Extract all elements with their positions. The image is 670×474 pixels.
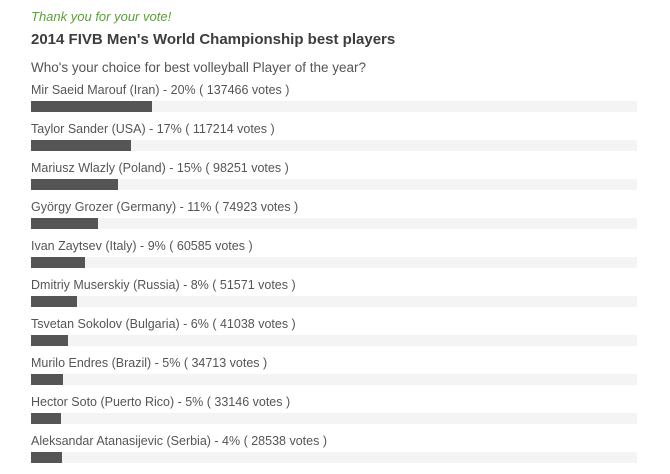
poll-option-label: György Grozer (Germany) - 11% ( 74923 vo… bbox=[31, 200, 299, 214]
poll-bar-track bbox=[31, 452, 637, 463]
poll-option-label: Tsvetan Sokolov (Bulgaria) - 6% ( 41038 … bbox=[31, 317, 296, 331]
poll-option-label: Hector Soto (Puerto Rico) - 5% ( 33146 v… bbox=[31, 395, 291, 409]
poll-result-row: Tsvetan Sokolov (Bulgaria) - 6% ( 41038 … bbox=[0, 316, 670, 355]
poll-result-row: Murilo Endres (Brazil) - 5% ( 34713 vote… bbox=[0, 355, 670, 394]
poll-option-label: Mariusz Wlazly (Poland) - 15% ( 98251 vo… bbox=[31, 161, 289, 175]
poll-bar-track bbox=[31, 296, 637, 307]
poll-option-label: Dmitriy Muserskiy (Russia) - 8% ( 51571 … bbox=[31, 278, 296, 292]
poll-result-row: Ivan Zaytsev (Italy) - 9% ( 60585 votes … bbox=[0, 238, 670, 277]
poll-question: Who's your choice for best volleyball Pl… bbox=[31, 60, 366, 75]
poll-bar-track bbox=[31, 218, 637, 229]
poll-option-label: Mir Saeid Marouf (Iran) - 20% ( 137466 v… bbox=[31, 83, 290, 97]
poll-bar-track bbox=[31, 374, 637, 385]
poll-bar-fill bbox=[31, 101, 153, 112]
poll-bar-track bbox=[31, 140, 637, 151]
poll-bar-track bbox=[31, 257, 637, 268]
poll-bar-fill bbox=[31, 335, 68, 346]
poll-option-label: Ivan Zaytsev (Italy) - 9% ( 60585 votes … bbox=[31, 239, 253, 253]
poll-result-row: Hector Soto (Puerto Rico) - 5% ( 33146 v… bbox=[0, 394, 670, 433]
poll-bar-track bbox=[31, 413, 637, 424]
poll-bar-fill bbox=[31, 452, 62, 463]
poll-bar-fill bbox=[31, 296, 78, 307]
poll-option-label: Aleksandar Atanasijevic (Serbia) - 4% ( … bbox=[31, 434, 327, 448]
poll-bar-fill bbox=[31, 257, 85, 268]
poll-option-label: Murilo Endres (Brazil) - 5% ( 34713 vote… bbox=[31, 356, 268, 370]
poll-result-row: Mariusz Wlazly (Poland) - 15% ( 98251 vo… bbox=[0, 160, 670, 199]
poll-bar-fill bbox=[31, 140, 131, 151]
poll-result-row: Mir Saeid Marouf (Iran) - 20% ( 137466 v… bbox=[0, 82, 670, 121]
thank-you-message: Thank you for your vote! bbox=[31, 9, 172, 24]
page-title: 2014 FIVB Men's World Championship best … bbox=[31, 31, 396, 48]
poll-bar-fill bbox=[31, 413, 62, 424]
poll-bar-fill bbox=[31, 218, 98, 229]
poll-bar-fill bbox=[31, 374, 63, 385]
poll-bar-track bbox=[31, 335, 637, 346]
poll-bar-fill bbox=[31, 179, 118, 190]
poll-result-row: Taylor Sander (USA) - 17% ( 117214 votes… bbox=[0, 121, 670, 160]
poll-result-row: György Grozer (Germany) - 11% ( 74923 vo… bbox=[0, 199, 670, 238]
poll-result-row: Aleksandar Atanasijevic (Serbia) - 4% ( … bbox=[0, 433, 670, 472]
poll-bar-track bbox=[31, 101, 637, 112]
poll-bar-track bbox=[31, 179, 637, 190]
poll-results-list: Mir Saeid Marouf (Iran) - 20% ( 137466 v… bbox=[0, 82, 670, 472]
poll-option-label: Taylor Sander (USA) - 17% ( 117214 votes… bbox=[31, 122, 275, 136]
poll-result-row: Dmitriy Muserskiy (Russia) - 8% ( 51571 … bbox=[0, 277, 670, 316]
